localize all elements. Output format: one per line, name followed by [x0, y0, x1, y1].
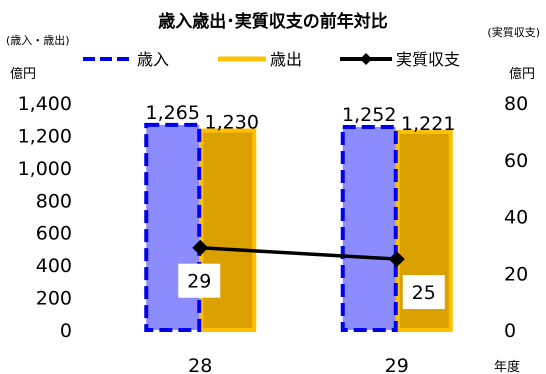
legend-item-balance: 実質収支	[340, 50, 460, 69]
right-axis-unit: 億円	[509, 66, 535, 82]
left-tick-label: 400	[36, 255, 72, 277]
x-tick-label: 29	[385, 355, 409, 374]
bar-revenue	[144, 122, 202, 332]
left-tick-label: 1,400	[18, 93, 72, 115]
bar-revenue	[340, 124, 398, 332]
legend-item-revenue: 歳入	[83, 50, 169, 69]
data-label-expenditure: 1,221	[401, 113, 455, 135]
data-label-expenditure: 1,230	[205, 112, 259, 134]
left-axis-note: (歳入・歳出)	[6, 33, 70, 47]
right-tick-label: 80	[504, 93, 528, 115]
left-tick-label: 600	[36, 223, 72, 245]
legend-label-expenditure: 歳出	[270, 50, 302, 69]
data-label-box-balance	[402, 275, 445, 310]
chart-title: 歳入歳出･実質収支の前年対比	[158, 11, 388, 32]
left-tick-label: 1,200	[18, 125, 72, 147]
legend: 歳入 歳出 実質収支	[83, 50, 460, 69]
legend-label-balance: 実質収支	[396, 50, 460, 69]
data-label-balance: 29	[187, 271, 211, 293]
point-balance	[388, 251, 405, 268]
x-tick-label: 28	[188, 355, 212, 374]
right-tick-label: 40	[504, 207, 528, 229]
right-tick-label: 20	[504, 263, 528, 285]
legend-label-revenue: 歳入	[137, 50, 169, 69]
legend-marker-balance	[360, 53, 372, 65]
data-label-revenue: 1,252	[342, 104, 396, 126]
data-label-revenue: 1,265	[146, 102, 200, 124]
right-tick-label: 0	[504, 320, 516, 342]
left-tick-label: 1,000	[18, 158, 72, 180]
series-line-balance	[200, 245, 397, 261]
left-tick-label: 0	[60, 320, 72, 342]
left-axis-unit: 億円	[10, 66, 36, 82]
legend-item-expenditure: 歳出	[218, 50, 302, 69]
data-label-box-balance	[178, 263, 221, 298]
data-label-balance: 25	[412, 282, 436, 304]
right-axis-note: (実質収支)	[487, 25, 540, 39]
bar-expenditure	[199, 128, 257, 332]
right-tick-label: 60	[504, 150, 528, 172]
left-tick-label: 200	[36, 288, 72, 310]
point-balance	[192, 239, 209, 256]
x-axis-label: 年度	[494, 359, 520, 374]
left-tick-label: 800	[36, 190, 72, 212]
